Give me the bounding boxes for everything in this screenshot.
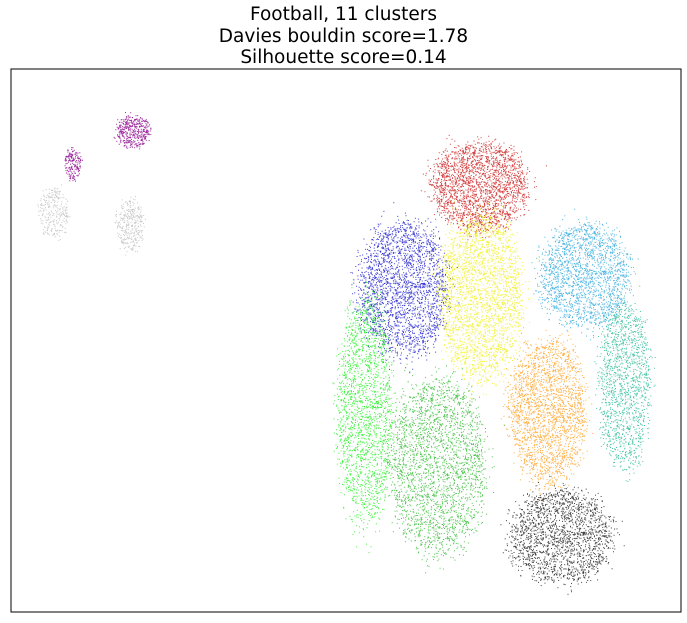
chart-title-line-2: Davies bouldin score=1.78 [218, 25, 469, 47]
cluster-sky-blue [531, 208, 641, 341]
scatter-points [37, 112, 656, 595]
cluster-points-silver [37, 184, 146, 256]
plot-area-background [11, 69, 681, 612]
cluster-points-bright-green [332, 279, 400, 554]
cluster-silver [37, 184, 146, 256]
cluster-points-teal [594, 277, 656, 482]
cluster-teal [594, 277, 656, 482]
cluster-purple [64, 112, 152, 182]
cluster-points-blue [350, 202, 460, 374]
cluster-bright-green [332, 279, 400, 554]
cluster-points-red [420, 134, 547, 241]
chart-title-line-1: Football, 11 clusters [250, 4, 437, 25]
cluster-black [500, 476, 625, 595]
chart-title-line-3: Silhouette score=0.14 [240, 47, 447, 68]
cluster-orange [500, 327, 602, 501]
cluster-blue [350, 202, 460, 374]
cluster-points-black [500, 476, 625, 595]
cluster-red [420, 134, 547, 241]
cluster-points-orange [500, 327, 602, 501]
cluster-points-purple [64, 112, 152, 182]
chart-title: Football, 11 clusters Davies bouldin sco… [0, 4, 687, 69]
plot-area-frame [10, 68, 682, 613]
cluster-points-sky-blue [531, 208, 641, 341]
